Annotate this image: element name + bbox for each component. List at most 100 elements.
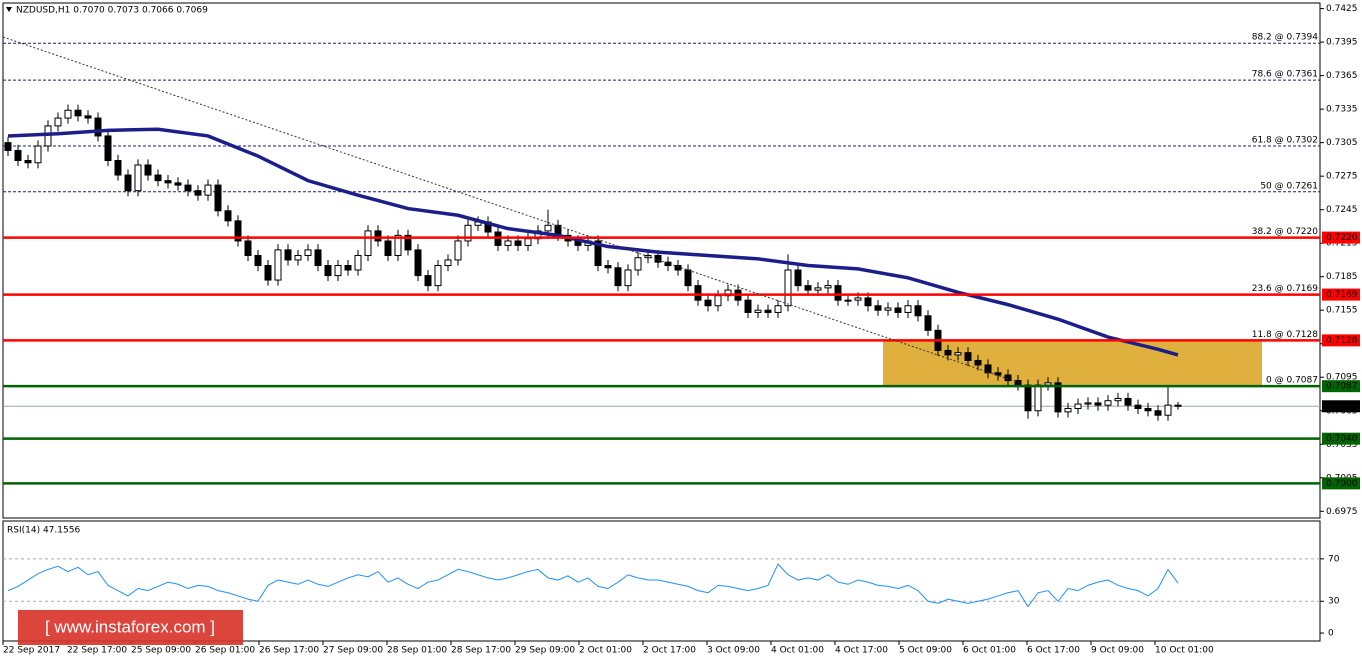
x-tick-label: 5 Oct 09:00 (899, 646, 952, 656)
x-tick-label: 28 Sep 01:00 (387, 646, 447, 656)
x-tick-label: 4 Oct 01:00 (771, 646, 824, 656)
y-tick-label: 0.7185 (1326, 272, 1358, 282)
candle-body (424, 275, 432, 287)
price-tag-label: 0.7000 (1326, 479, 1358, 489)
y-tick-label: 0.7425 (1326, 4, 1358, 14)
candle-body (994, 372, 1002, 376)
candle-body (184, 184, 192, 192)
candle-body (174, 182, 182, 186)
candle-body (854, 297, 862, 301)
chart-header: NZDUSD,H1 0.7070 0.7073 0.7066 0.7069 (16, 6, 208, 16)
price-tag (1322, 288, 1360, 301)
candle-body (14, 149, 22, 162)
candle-body (884, 307, 892, 311)
x-tick-label: 25 Sep 09:00 (131, 646, 191, 656)
candle-body (744, 299, 752, 313)
candle-body (634, 257, 642, 271)
candle-body (164, 180, 172, 184)
candle-body (814, 287, 822, 291)
candle-body (944, 349, 952, 356)
candle-body (774, 305, 782, 313)
candle-body (294, 254, 302, 261)
candle-body (414, 249, 422, 277)
price-tag-label: 0.7128 (1326, 336, 1358, 346)
y-tick-label: 0.7095 (1326, 373, 1358, 383)
candle-body (144, 164, 152, 176)
candle-body (394, 234, 402, 256)
candle-body (234, 220, 242, 242)
candle-body (954, 352, 962, 356)
candle-body (64, 109, 72, 119)
price-tag (1322, 432, 1360, 445)
candle-body (364, 230, 372, 256)
x-tick-label: 28 Sep 17:00 (451, 646, 511, 656)
candle-body (224, 210, 232, 222)
candle-body (1024, 384, 1032, 412)
fib-label: 38.2 @ 0.7220 (1252, 227, 1319, 237)
menu-arrow (6, 7, 12, 12)
price-tag (1322, 231, 1360, 244)
x-tick-label: 22 Sep 17:00 (67, 646, 127, 656)
x-tick-label: 9 Oct 09:00 (1091, 646, 1144, 656)
candle-body (834, 285, 842, 301)
candle-body (194, 190, 202, 196)
candle-body (434, 265, 442, 287)
price-tag (1322, 400, 1360, 413)
candle-body (284, 249, 292, 261)
candle-body (94, 117, 102, 137)
candle-body (974, 359, 982, 366)
candle-body (784, 269, 792, 307)
candle-body (924, 315, 932, 331)
candle-body (624, 269, 632, 287)
x-tick-label: 3 Oct 09:00 (707, 646, 760, 656)
rsi-line (7, 563, 1179, 608)
candle-body (714, 295, 722, 307)
candle-body (124, 174, 132, 192)
candle-body (84, 115, 92, 119)
candle-body (604, 265, 612, 269)
price-tag (1322, 477, 1360, 490)
price-tag-label: 0.7087 (1326, 382, 1358, 392)
x-tick-label: 2 Oct 01:00 (579, 646, 632, 656)
candle-body (514, 240, 522, 246)
candle-body (914, 305, 922, 317)
candle-body (1084, 402, 1092, 405)
candle-body (1144, 408, 1152, 412)
candle-body (824, 285, 832, 289)
candle-body (254, 254, 262, 267)
candle-body (1094, 402, 1102, 406)
y-tick-label: 0.7275 (1326, 172, 1358, 182)
fib-label: 23.6 @ 0.7169 (1252, 284, 1319, 294)
y-tick-label: 0.7245 (1326, 205, 1358, 215)
y-tick-label: 30 (1328, 597, 1340, 607)
trend-line (2, 36, 1021, 384)
candle-body (614, 267, 622, 287)
candle-body (274, 249, 282, 281)
candle-body (444, 259, 452, 267)
fib-label: 61.8 @ 0.7302 (1252, 135, 1318, 145)
candle-body (34, 145, 42, 164)
watermark: [ www.instaforex.com ] (45, 617, 215, 636)
x-tick-label: 10 Oct 01:00 (1155, 646, 1214, 656)
candle-body (324, 265, 332, 277)
y-tick-label: 0.7395 (1326, 38, 1358, 48)
y-tick-label: 0.7305 (1326, 138, 1358, 148)
candle-body (984, 364, 992, 374)
candle-body (344, 265, 352, 271)
candle-body (874, 305, 882, 311)
x-tick-label: 26 Sep 01:00 (195, 646, 255, 656)
candle-body (694, 285, 702, 301)
x-tick-label: 4 Oct 17:00 (835, 646, 888, 656)
candle-body (264, 265, 272, 281)
candle-body (1114, 397, 1122, 402)
y-tick-label: 0.6975 (1326, 507, 1358, 517)
candle-body (684, 269, 692, 287)
candle-body (1164, 404, 1172, 416)
candle-body (1034, 384, 1042, 412)
candle-body (54, 117, 62, 127)
candle-body (764, 309, 772, 313)
y-tick-label: 0.7215 (1326, 239, 1358, 249)
candle-body (204, 184, 212, 196)
price-tag-label: 0.7169 (1326, 290, 1358, 300)
